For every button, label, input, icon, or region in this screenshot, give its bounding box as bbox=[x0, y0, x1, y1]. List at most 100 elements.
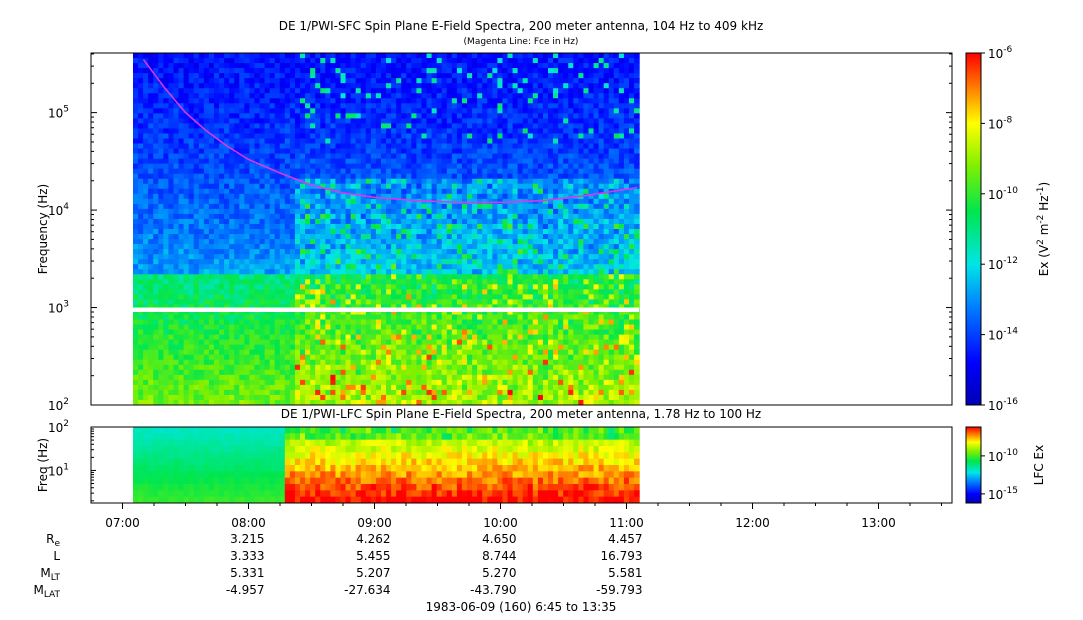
spectrogram-cell bbox=[472, 344, 478, 351]
spectrogram-cell bbox=[411, 193, 418, 200]
spectrogram-cell bbox=[456, 239, 463, 245]
spectrogram-cell bbox=[305, 133, 311, 140]
spectrogram-cell bbox=[224, 53, 230, 59]
spectrogram-cell bbox=[487, 324, 493, 331]
spectrogram-cell bbox=[294, 118, 301, 124]
spectrogram-cell bbox=[370, 394, 377, 401]
spectrogram-cell bbox=[406, 133, 412, 140]
spectrogram-cell bbox=[178, 148, 185, 155]
spectrogram-cell bbox=[456, 108, 463, 114]
spectrogram-cell bbox=[426, 113, 433, 119]
spectrogram-cell bbox=[198, 329, 205, 336]
spectrogram-cell bbox=[198, 399, 205, 405]
spectrogram-cell bbox=[213, 188, 220, 195]
spectrogram-cell bbox=[244, 83, 250, 89]
spectrogram-cell bbox=[482, 289, 488, 295]
spectrogram-cell bbox=[300, 329, 306, 336]
spectrogram-cell bbox=[441, 279, 448, 285]
spectrogram-cell bbox=[477, 379, 483, 386]
spectrogram-cell bbox=[158, 339, 164, 346]
spectrogram-cell bbox=[310, 208, 316, 215]
spectrogram-cell bbox=[335, 178, 342, 185]
spectrogram-cell bbox=[456, 284, 463, 290]
spectrogram-cell bbox=[208, 158, 215, 165]
top-panel-subtitle: (Magenta Line: Fce in Hz) bbox=[464, 37, 579, 47]
spectrogram-cell bbox=[355, 279, 362, 285]
spectrogram-cell bbox=[284, 239, 291, 245]
spectrogram-cell bbox=[391, 53, 397, 59]
spectrogram-cell bbox=[213, 163, 220, 170]
spectrogram-cell bbox=[426, 279, 433, 285]
spectrogram-cell bbox=[360, 208, 367, 215]
spectrogram-cell bbox=[300, 208, 306, 215]
spectrogram-cell bbox=[279, 249, 286, 255]
spectrogram-cell bbox=[213, 178, 220, 185]
spectrogram-cell bbox=[386, 364, 392, 371]
spectrogram-cell bbox=[300, 369, 306, 376]
spectrogram-cell bbox=[289, 213, 296, 220]
spectrogram-cell bbox=[203, 68, 210, 74]
spectrogram-cell bbox=[325, 183, 331, 190]
spectrogram-cell bbox=[173, 218, 180, 225]
spectrogram-cell bbox=[153, 53, 159, 59]
spectrogram-cell bbox=[203, 304, 210, 311]
spectrogram-cell bbox=[456, 354, 463, 361]
spectrogram-cell bbox=[269, 68, 276, 74]
spectrogram-cell bbox=[279, 304, 286, 311]
spectrogram-cell bbox=[254, 289, 261, 295]
spectrogram-cell bbox=[279, 284, 286, 290]
spectrogram-cell bbox=[138, 118, 144, 124]
spectrogram-cell bbox=[375, 93, 382, 99]
spectrogram-cell bbox=[310, 223, 316, 230]
spectrogram-cell bbox=[406, 223, 412, 230]
spectrogram-cell bbox=[264, 264, 271, 270]
spectrogram-cell bbox=[138, 193, 144, 200]
spectrogram-cell bbox=[360, 118, 367, 124]
spectrogram-cell bbox=[284, 88, 291, 94]
spectrogram-cell bbox=[300, 63, 306, 69]
spectrogram-cell bbox=[203, 93, 210, 99]
spectrogram-cell bbox=[259, 148, 266, 155]
spectrogram-cell bbox=[133, 344, 139, 351]
spectrogram-cell bbox=[153, 148, 159, 155]
spectrogram-cell bbox=[148, 364, 154, 371]
spectrogram-cell bbox=[163, 264, 170, 270]
spectrogram-cell bbox=[305, 374, 311, 381]
spectrogram-cell bbox=[244, 289, 250, 295]
spectrogram-cell bbox=[436, 108, 443, 114]
spectrogram-cell bbox=[183, 314, 190, 321]
spectrogram-cell bbox=[264, 123, 271, 130]
spectrogram-cell bbox=[330, 118, 337, 124]
spectrogram-cell bbox=[193, 319, 200, 326]
spectrogram-cell bbox=[310, 63, 316, 69]
spectrogram-cell bbox=[482, 249, 488, 255]
spectrogram-cell bbox=[284, 254, 291, 260]
spectrogram-cell bbox=[229, 193, 235, 200]
spectrogram-cell bbox=[467, 58, 473, 64]
spectrogram-cell bbox=[386, 309, 392, 316]
spectrogram-cell bbox=[219, 98, 225, 104]
spectrogram-cell bbox=[153, 103, 159, 109]
spectrogram-cell bbox=[411, 344, 418, 351]
spectrogram-cell bbox=[350, 143, 357, 150]
spectrogram-cell bbox=[421, 274, 428, 280]
spectrogram-cell bbox=[335, 344, 342, 351]
spectrogram-cell bbox=[203, 299, 210, 306]
spectrogram-cell bbox=[472, 108, 478, 114]
spectrogram-cell bbox=[431, 123, 438, 130]
spectrogram-cell bbox=[365, 259, 372, 265]
spectrogram-cell bbox=[138, 203, 144, 210]
spectrogram-cell bbox=[365, 324, 372, 331]
spectrogram-cell bbox=[386, 234, 392, 240]
spectrogram-cell bbox=[198, 108, 205, 114]
spectrogram-cell bbox=[198, 364, 205, 371]
spectrogram-cell bbox=[446, 53, 453, 59]
spectrogram-cell bbox=[229, 208, 235, 215]
spectrogram-cell bbox=[345, 394, 352, 401]
spectrogram-cell bbox=[158, 73, 164, 79]
spectrogram-cell bbox=[396, 344, 402, 351]
spectrogram-cell bbox=[153, 229, 159, 235]
spectrogram-cell bbox=[330, 173, 337, 180]
spectrogram-cell bbox=[244, 113, 250, 119]
spectrogram-cell bbox=[213, 93, 220, 99]
